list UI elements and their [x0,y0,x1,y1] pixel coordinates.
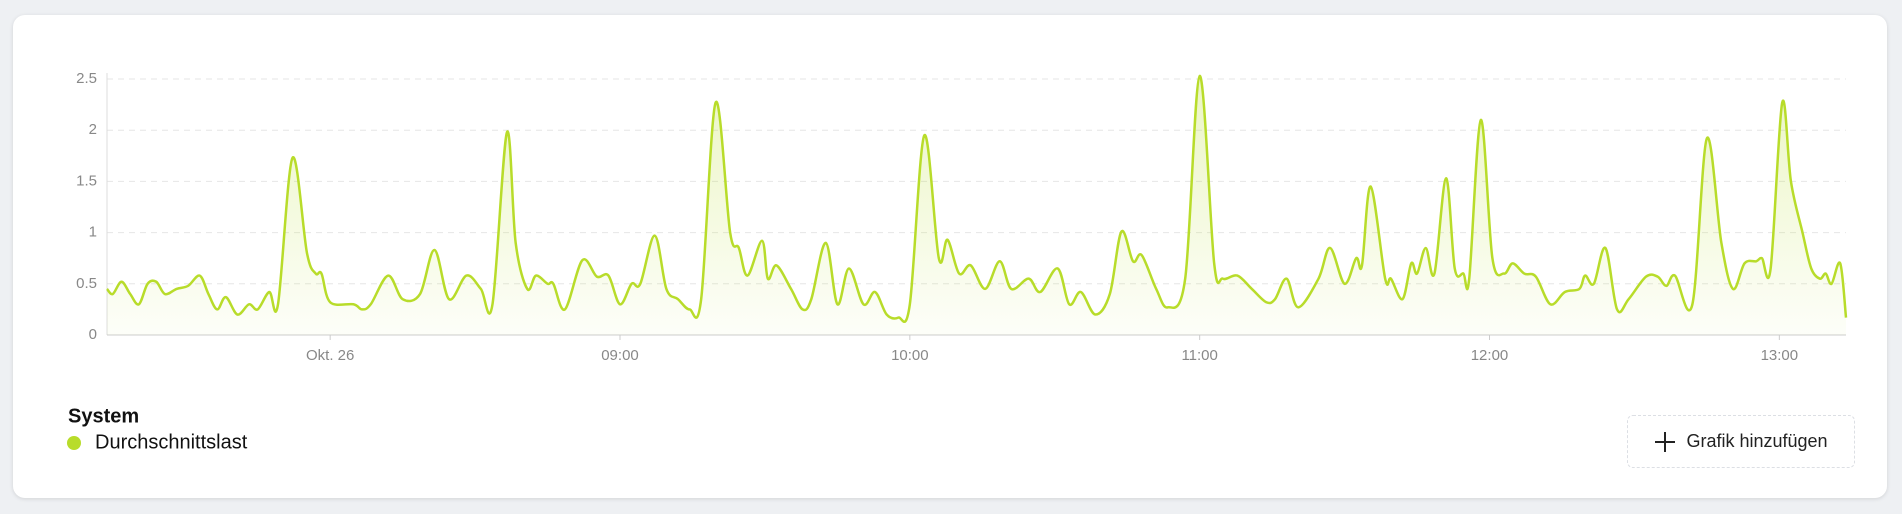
y-tick-label: 1 [89,224,97,241]
x-tick-label: 09:00 [601,347,639,364]
x-tick-label: 10:00 [891,347,929,364]
x-tick-label: 13:00 [1761,347,1799,364]
area [107,75,1846,335]
button-label: Grafik hinzufügen [1686,431,1828,451]
y-tick-label: 0.5 [76,275,97,292]
x-tick-label: Okt. 26 [306,347,354,364]
legend-marker [67,436,81,450]
legend-label: Durchschnittslast [95,431,248,453]
line [106,74,1848,323]
y-tick-label: 0 [89,326,97,343]
y-tick-label: 2 [89,121,97,138]
add-chart-button[interactable]: Grafik hinzufügen [1627,415,1855,468]
y-tick-label: 1.5 [76,172,97,189]
x-tick-label: 11:00 [1181,347,1217,364]
x-tick-label: 12:00 [1471,347,1509,364]
legend-title: System [68,405,139,427]
plus-icon [1655,431,1676,452]
y-tick-label: 2.5 [76,70,97,87]
